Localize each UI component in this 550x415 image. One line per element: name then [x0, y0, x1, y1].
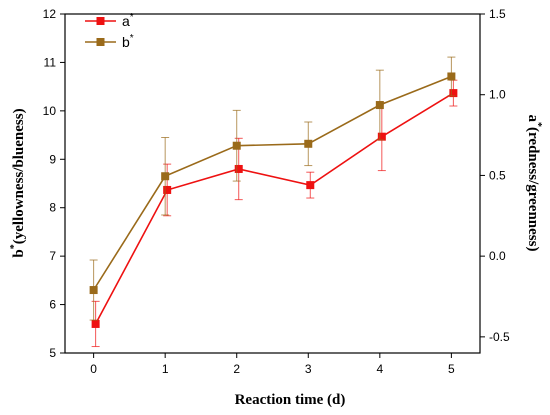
right-tick-label: 1.5 — [489, 7, 506, 21]
left-tick-label: 5 — [49, 346, 56, 360]
x-tick-label: 2 — [233, 362, 240, 376]
series-b — [89, 56, 456, 321]
x-axis-title: Reaction time (d) — [235, 392, 346, 408]
plot-frame — [64, 13, 481, 354]
data-point — [91, 319, 100, 328]
right-tick-label: -0.5 — [489, 330, 510, 344]
x-axis: 0 1 2 3 4 5 — [90, 353, 455, 376]
data-point — [234, 164, 243, 173]
data-point — [89, 286, 98, 295]
data-point — [232, 141, 241, 150]
legend-label: b* — [122, 33, 134, 50]
x-tick-label: 1 — [162, 362, 169, 376]
legend: a*b* — [85, 12, 134, 50]
x-tick-label: 3 — [305, 362, 312, 376]
data-point — [449, 89, 458, 98]
right-axis-title-sup: * — [532, 122, 543, 127]
left-tick-label: 7 — [49, 249, 56, 263]
right-axis-title: a*(redness/greenness) — [525, 115, 543, 252]
plot-border — [64, 13, 481, 354]
left-tick-label: 9 — [49, 152, 56, 166]
right-tick-label: 1.0 — [489, 88, 506, 102]
data-point — [163, 185, 172, 194]
left-tick-label: 12 — [43, 7, 57, 21]
series-layer — [89, 56, 458, 348]
left-axis-title: b*(yellowness/blueness) — [9, 108, 27, 257]
legend-item-a: a* — [85, 12, 134, 29]
right-tick-label: 0.5 — [489, 168, 506, 182]
legend-label-sup: * — [130, 33, 134, 44]
data-point — [306, 181, 315, 190]
right-axis: -0.5 0.0 0.5 1.0 1.5 — [480, 7, 510, 344]
left-tick-label: 8 — [49, 201, 56, 215]
legend-swatch-marker — [96, 38, 105, 46]
legend-label-base: b — [122, 34, 130, 50]
right-tick-label: 0.0 — [489, 249, 506, 263]
data-point — [161, 172, 170, 181]
left-tick-label: 10 — [43, 104, 57, 118]
data-point — [377, 132, 386, 141]
x-tick-label: 0 — [90, 362, 97, 376]
legend-label-base: a — [122, 13, 130, 29]
left-axis: 5 6 7 8 9 10 11 12 — [43, 7, 65, 360]
left-axis-title-base: b — [11, 249, 27, 257]
data-point — [304, 139, 313, 148]
left-axis-title-rest: (yellowness/blueness) — [11, 108, 27, 244]
x-tick-label: 4 — [376, 362, 383, 376]
data-point — [447, 72, 456, 81]
legend-label-sup: * — [130, 12, 134, 23]
data-point — [375, 101, 384, 110]
right-axis-title-rest: (redness/greenness) — [525, 127, 541, 251]
left-tick-label: 11 — [44, 55, 57, 69]
right-axis-title-base: a — [525, 115, 541, 123]
left-tick-label: 6 — [49, 298, 56, 312]
legend-swatch-marker — [96, 17, 105, 25]
series-a — [91, 79, 458, 348]
legend-item-b: b* — [85, 33, 134, 50]
series-line — [94, 92, 454, 325]
left-axis-title-sup: * — [9, 244, 20, 249]
x-tick-label: 5 — [448, 362, 455, 376]
series-line — [92, 75, 452, 291]
legend-label: a* — [122, 12, 134, 29]
